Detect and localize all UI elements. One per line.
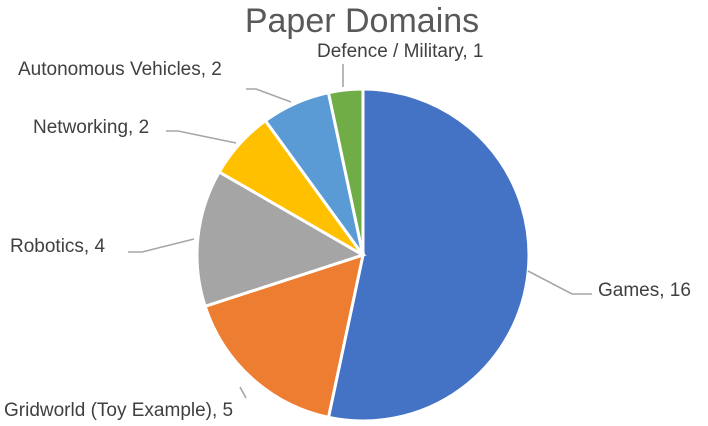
leader-line-robotics [128, 238, 195, 253]
pie-slice-defence-military [326, 87, 365, 256]
leader-line-networking [166, 130, 237, 144]
leader-line-autonomous-vehicles [246, 88, 292, 103]
pie-slice-games [326, 87, 531, 423]
chart-title: Paper Domains [245, 2, 479, 40]
data-label-networking: Networking, 2 [33, 117, 149, 138]
pie-slices [195, 87, 531, 423]
data-label-games: Games, 16 [598, 280, 691, 301]
pie-slice-gridworld-toy-example [203, 252, 366, 420]
data-label-defence-military: Defence / Military, 1 [317, 41, 483, 62]
data-label-robotics: Robotics, 4 [10, 236, 105, 257]
data-labels: Games, 16 Gridworld (Toy Example), 5 Robot… [4, 41, 691, 421]
leader-line-games [527, 270, 592, 295]
pie-slice-robotics [195, 169, 367, 309]
leader-lines [128, 64, 592, 399]
data-label-gridworld-toy-example: Gridworld (Toy Example), 5 [4, 400, 233, 421]
leader-line-gridworld-toy-example [239, 386, 247, 399]
data-label-autonomous-vehicles: Autonomous Vehicles, 2 [18, 59, 222, 80]
